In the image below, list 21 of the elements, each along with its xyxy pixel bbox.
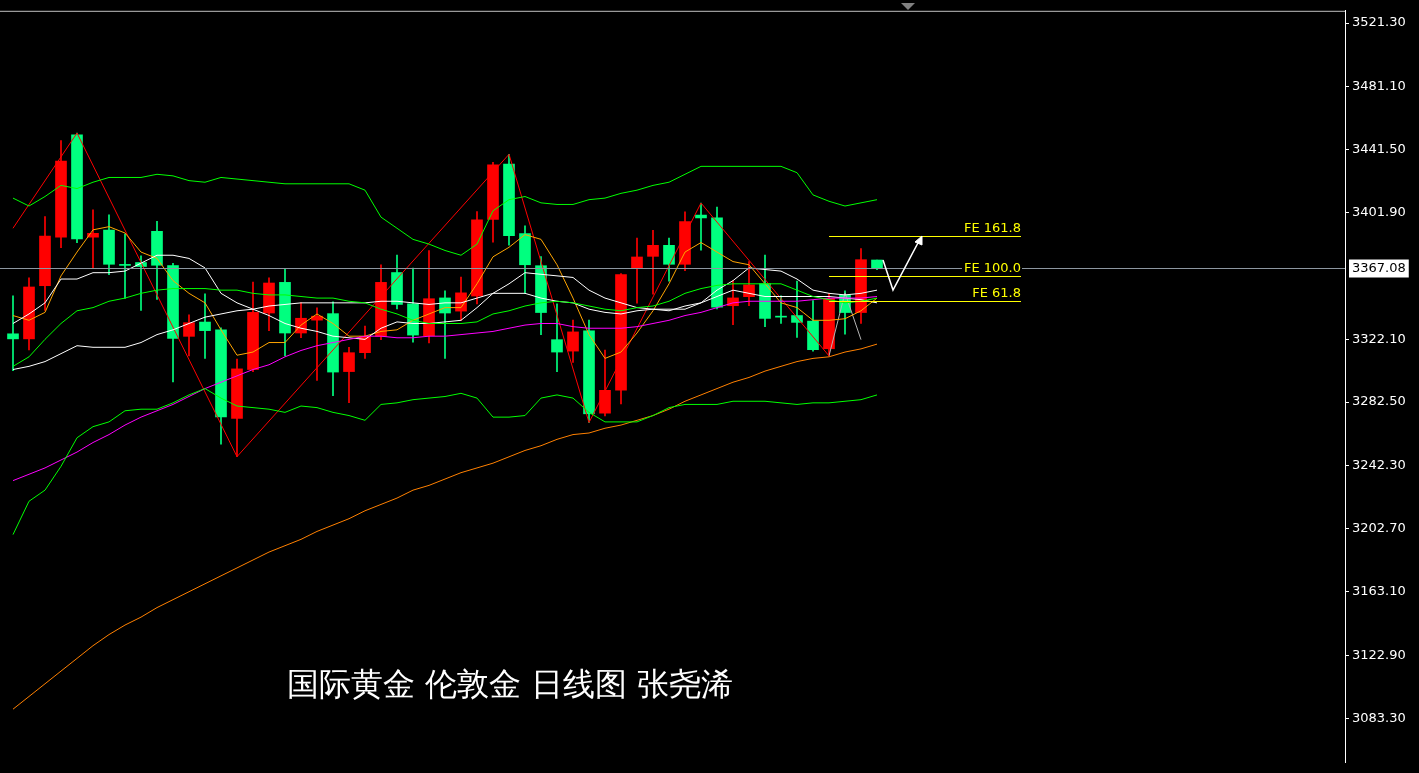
- y-tick-label: 3122.90: [1352, 646, 1406, 662]
- candlestick: [199, 293, 211, 359]
- annotation: 国际黄金 伦敦金 日线图 张尧浠: [286, 665, 734, 703]
- candlestick: [631, 237, 643, 304]
- candlestick: [647, 229, 659, 295]
- ref-line-label: 3367.08: [1352, 259, 1406, 275]
- y-tick-label: 3083.30: [1352, 709, 1406, 725]
- candlestick: [119, 233, 131, 299]
- y-tick-label: 3441.50: [1352, 141, 1406, 157]
- ref-line-label: FE 100.0: [963, 260, 1021, 276]
- y-tick-label: 3242.30: [1352, 457, 1406, 473]
- y-tick-label: 3202.70: [1352, 520, 1406, 536]
- y-tick-label: 3401.90: [1352, 203, 1406, 219]
- ref-line-label: FE 61.8: [972, 285, 1021, 301]
- candlestick: [7, 295, 19, 371]
- y-tick-label: 3282.50: [1352, 393, 1406, 409]
- y-tick-label: 3481.10: [1352, 78, 1406, 94]
- ref-line-label: FE 161.8: [963, 220, 1021, 236]
- y-tick-label: 3163.10: [1352, 582, 1406, 598]
- y-tick-label: 3322.10: [1352, 330, 1406, 346]
- y-tick-label: 3521.30: [1352, 14, 1406, 30]
